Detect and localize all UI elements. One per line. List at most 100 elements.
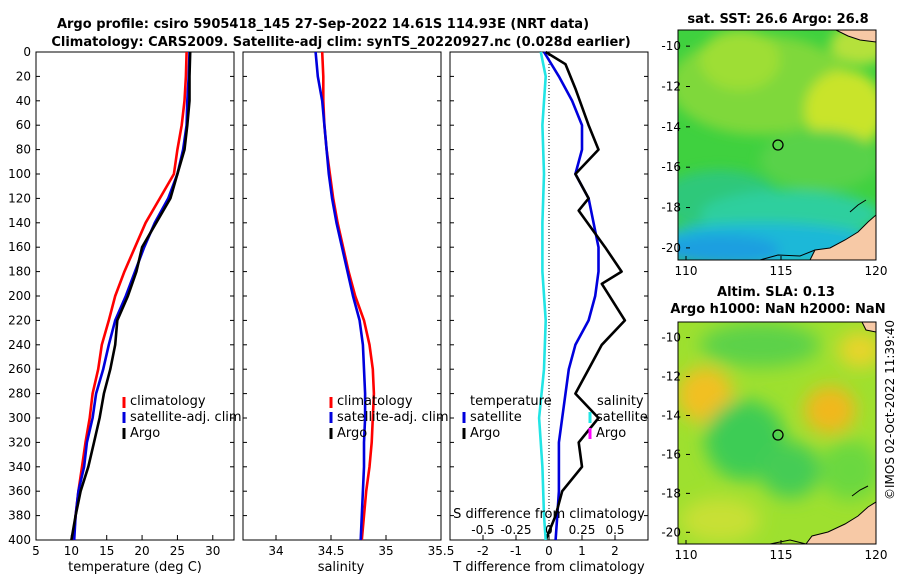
difference-series bbox=[537, 50, 627, 541]
map-y-tick-label: -10 bbox=[661, 39, 681, 53]
y-tick-label: 320 bbox=[8, 435, 31, 449]
x-tick-label: 10 bbox=[64, 544, 79, 558]
series-line-climatology bbox=[320, 51, 376, 541]
x-tick-label: 25 bbox=[170, 544, 185, 558]
legend-title-temperature: temperature bbox=[470, 394, 552, 409]
header-title-line2: Climatology: CARS2009. Satellite-adj cli… bbox=[51, 35, 630, 50]
s-difference-axis: -0.5 -0.25 0 0.25 0.5 bbox=[471, 523, 624, 537]
argo-location-marker bbox=[772, 429, 784, 441]
s-difference-tick-label: 0 bbox=[545, 523, 553, 537]
sst-map-panel: sat. SST: 26.6 Argo: 26.8 -10-12-14-16-1… bbox=[661, 12, 888, 278]
coastline bbox=[851, 485, 869, 497]
y-tick-label: 200 bbox=[8, 289, 31, 303]
y-tick-label: 40 bbox=[16, 94, 31, 108]
legend-label-t-satellite: satellite bbox=[470, 410, 522, 425]
y-tick-label: 160 bbox=[8, 240, 31, 254]
map-y-tick-label: -18 bbox=[661, 201, 681, 215]
land-mass bbox=[835, 30, 876, 43]
map-y-tick-label: -14 bbox=[661, 408, 681, 422]
legend-label-argo: Argo bbox=[130, 426, 160, 441]
coastline bbox=[759, 249, 816, 260]
legend-label-argo: Argo bbox=[337, 426, 367, 441]
sla-map-image bbox=[678, 322, 876, 544]
y-tick-label: 140 bbox=[8, 216, 31, 230]
temperature-x-axis: 5 10 15 20 25 30 bbox=[32, 51, 234, 558]
land-mass bbox=[805, 501, 876, 544]
x-tick-label: 0 bbox=[545, 544, 553, 558]
salinity-legend: climatology satellite-adj. clim Argo bbox=[329, 394, 449, 441]
land-mass bbox=[809, 214, 876, 260]
series-line-climatology bbox=[72, 51, 188, 541]
sst-map-y-axis: -10 -12 -14 -16 -18 -20 bbox=[661, 39, 690, 255]
s-difference-tick-label: -0.25 bbox=[500, 523, 531, 537]
map-y-tick-label: -20 bbox=[661, 525, 681, 539]
y-tick-label: 120 bbox=[8, 191, 31, 205]
map-y-tick-label: -18 bbox=[661, 486, 681, 500]
coastline bbox=[849, 199, 867, 213]
difference-legend-salinity: salinity satellite Argo bbox=[588, 394, 648, 441]
legend-label-climatology: climatology bbox=[130, 394, 206, 409]
legend-label-t-argo: Argo bbox=[470, 426, 500, 441]
difference-panel: -2 -1 0 1 2 T difference from climatology S … bbox=[449, 50, 649, 575]
x-tick-label: 15 bbox=[99, 544, 114, 558]
sla-map-x-axis: 110 115 120 bbox=[675, 540, 887, 562]
sst-map-x-axis: 110 115 120 bbox=[675, 256, 888, 278]
map-y-tick-label: -12 bbox=[661, 370, 681, 384]
y-tick-label: 340 bbox=[8, 460, 31, 474]
temperature-y-axis: 0 20 40 60 80 100 120 140 160 180 200 220 240 260 280 3… bbox=[8, 45, 31, 547]
sla-map-y-axis: -10 -12 -14 -16 -18 -20 bbox=[661, 331, 690, 539]
sla-map-title-line1: Altim. SLA: 0.13 bbox=[717, 285, 835, 300]
x-tick-label: 2 bbox=[611, 544, 619, 558]
y-tick-label: 380 bbox=[8, 509, 31, 523]
difference-x-axis: -2 -1 0 1 2 bbox=[450, 51, 648, 558]
y-tick-label: 360 bbox=[8, 484, 31, 498]
legend-label-satellite: satellite-adj. clim bbox=[337, 410, 449, 425]
temperature-legend: climatology satellite-adj. clim Argo bbox=[122, 394, 242, 441]
x-tick-label: -1 bbox=[510, 544, 522, 558]
salinity-panel: 34 34.5 35 35.5 salinity climatology satell… bbox=[242, 51, 455, 575]
x-tick-label: 30 bbox=[205, 544, 220, 558]
series-line-temperature-satellite bbox=[542, 51, 600, 541]
salinity-plot-frame bbox=[242, 51, 442, 541]
x-tick-label: 1 bbox=[578, 544, 586, 558]
sst-map-image bbox=[678, 30, 876, 260]
map-y-tick-label: -16 bbox=[661, 160, 681, 174]
temperature-series bbox=[70, 51, 192, 541]
y-tick-label: 280 bbox=[8, 387, 31, 401]
argo-location-marker bbox=[772, 139, 784, 151]
map-x-tick-label: 115 bbox=[770, 548, 793, 562]
map-y-tick-label: -16 bbox=[661, 447, 681, 461]
series-line-satellite-adj-clim bbox=[72, 51, 191, 541]
legend-label-satellite: satellite-adj. clim bbox=[130, 410, 242, 425]
series-line-satellite-adj-clim bbox=[314, 51, 367, 541]
map-y-tick-label: -10 bbox=[661, 331, 681, 345]
temperature-x-label: temperature (deg C) bbox=[68, 560, 202, 575]
y-tick-label: 400 bbox=[8, 533, 31, 547]
difference-legend-temperature: temperature satellite Argo bbox=[462, 394, 552, 441]
salinity-x-axis: 34 34.5 35 35.5 bbox=[243, 51, 455, 558]
difference-x-label: T difference from climatology bbox=[452, 560, 645, 575]
map-x-tick-label: 120 bbox=[865, 264, 888, 278]
y-tick-label: 0 bbox=[23, 45, 31, 59]
temperature-panel: 0 20 40 60 80 100 120 140 160 180 200 220 240 260 280 3… bbox=[8, 45, 242, 575]
salinity-series bbox=[314, 51, 376, 541]
x-tick-label: 5 bbox=[32, 544, 40, 558]
legend-title-salinity: salinity bbox=[597, 394, 644, 409]
sst-map-title: sat. SST: 26.6 Argo: 26.8 bbox=[687, 12, 868, 27]
y-tick-label: 220 bbox=[8, 313, 31, 327]
s-difference-tick-label: 0.25 bbox=[569, 523, 596, 537]
sla-map-title-line2: Argo h1000: NaN h2000: NaN bbox=[670, 302, 885, 317]
sla-map-panel: Altim. SLA: 0.13 Argo h1000: NaN h2000: … bbox=[661, 285, 887, 562]
s-difference-label: S difference from climatology bbox=[453, 507, 645, 522]
x-tick-label: 35.5 bbox=[428, 544, 455, 558]
salinity-x-label: salinity bbox=[318, 560, 365, 575]
y-tick-label: 100 bbox=[8, 167, 31, 181]
y-tick-label: 60 bbox=[16, 118, 31, 132]
map-x-tick-label: 110 bbox=[675, 548, 698, 562]
y-tick-label: 80 bbox=[16, 143, 31, 157]
credit-text: ©IMOS 02-Oct-2022 11:39:40 bbox=[883, 320, 897, 500]
y-tick-label: 300 bbox=[8, 411, 31, 425]
s-difference-tick-label: 0.5 bbox=[605, 523, 624, 537]
y-tick-label: 240 bbox=[8, 338, 31, 352]
